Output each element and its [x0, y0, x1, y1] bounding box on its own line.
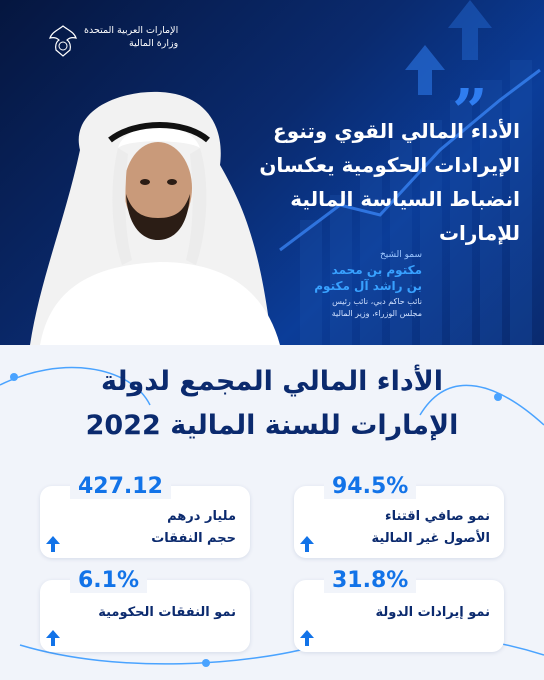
- quote-line-2: الإيرادات الحكومية يعكسان: [259, 153, 520, 177]
- signature-name: مكتوم بن محمد بن راشد آل مكتوم: [314, 262, 422, 294]
- quote-mark-icon: ”: [452, 75, 488, 148]
- quote-line-3: انضباط السياسة المالية: [290, 187, 520, 211]
- stat-value: 94.5%: [324, 474, 417, 499]
- up-arrow-icon: [300, 630, 314, 646]
- stat-card-expenditure-volume: 427.12 مليار درهم حجم النفقات: [40, 474, 250, 558]
- signature-role-line-2: مجلس الوزراء، وزير المالية: [331, 309, 422, 318]
- signature-name-line-2: بن راشد آل مكتوم: [314, 279, 422, 293]
- stat-label-1: نمو النفقات الحكومية: [98, 605, 236, 620]
- up-arrow-icon: [46, 630, 60, 646]
- headline-line-2: الإمارات للسنة المالية 2022: [85, 410, 459, 441]
- signature-role: نائب حاكم دبي، نائب رئيس مجلس الوزراء، و…: [332, 296, 422, 320]
- stat-label-1: نمو صافي اقتناء: [384, 509, 490, 524]
- headline-line-1: الأداء المالي المجمع لدولة: [100, 366, 444, 397]
- org-line-1: الإمارات العربية المتحدة: [84, 25, 179, 36]
- stat-card-expenditure-growth: 6.1% نمو النفقات الحكومية: [40, 568, 250, 652]
- signature-name-line-1: مكتوم بن محمد: [331, 263, 422, 277]
- stat-value: 427.12: [70, 474, 171, 499]
- stat-card-revenue-growth: 31.8% نمو إيرادات الدولة: [294, 568, 504, 652]
- ministry-logo: الإمارات العربية المتحدة وزارة المالية: [48, 24, 178, 58]
- quote-line-4: للإمارات: [438, 221, 520, 245]
- stat-label-1: مليار درهم: [167, 509, 236, 524]
- quote-line-1: الأداء المالي القوي وتنوع: [273, 119, 520, 143]
- portrait: [30, 91, 280, 345]
- stat-value: 6.1%: [70, 568, 148, 593]
- stat-label-2: حجم النفقات: [151, 531, 236, 546]
- stat-label-1: نمو إيرادات الدولة: [375, 605, 490, 620]
- quote-text: الأداء المالي القوي وتنوع الإيرادات الحك…: [230, 114, 520, 250]
- headline: الأداء المالي المجمع لدولة الإمارات للسن…: [0, 360, 544, 448]
- signature-role-line-1: نائب حاكم دبي، نائب رئيس: [332, 297, 422, 306]
- signature-title: سمو الشيخ: [379, 250, 422, 260]
- falcon-emblem-icon: [49, 25, 77, 57]
- stat-value: 31.8%: [324, 568, 417, 593]
- chart-background-graphic: [279, 0, 541, 345]
- top-banner: الإمارات العربية المتحدة وزارة المالية ”: [0, 0, 544, 345]
- org-line-2: وزارة المالية: [129, 38, 179, 49]
- stat-card-net-acquisition: 94.5% نمو صافي اقتناء الأصول غير المالية: [294, 474, 504, 558]
- up-arrow-icon: [300, 536, 314, 552]
- stat-label-2: الأصول غير المالية: [371, 531, 490, 546]
- up-arrow-icon: [46, 536, 60, 552]
